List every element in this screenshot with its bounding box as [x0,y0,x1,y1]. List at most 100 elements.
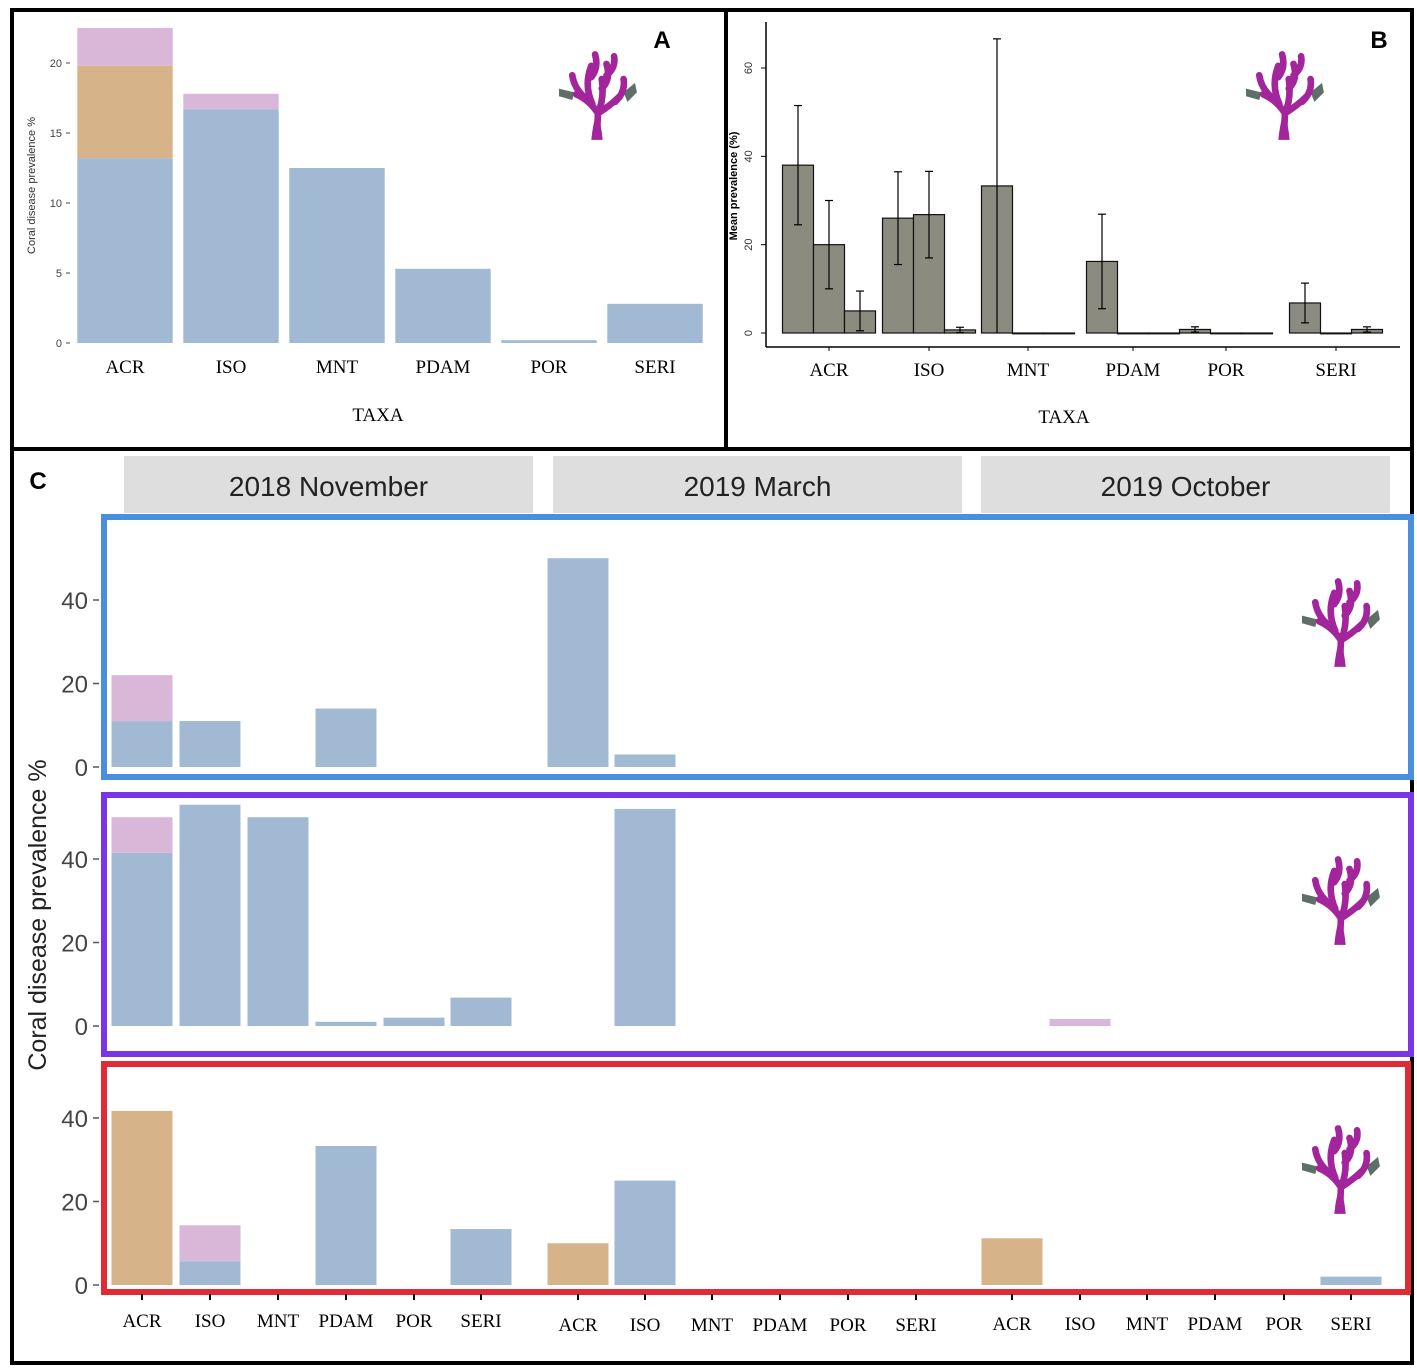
bar-blue-ISO [614,754,676,767]
coral-branches [1311,578,1371,665]
coral-leaf [1302,615,1318,627]
y-tick-label: 40 [61,847,88,874]
bar-blue-ACR [77,158,173,343]
bar-blue-MNT [247,817,309,1026]
x-tick-label: POR [396,1311,433,1332]
x-tick-label: MNT [316,357,359,378]
bar-pink-ISO [183,93,279,110]
bar-blue-ISO [183,109,279,343]
bar-MNT-2 [1011,332,1045,335]
y-axis-label: Mean prevalence (%) [728,131,740,240]
x-tick-label: SERI [460,1311,501,1332]
x-tick-label: MNT [691,1315,734,1336]
y-tick-label: 15 [50,128,62,140]
x-tick-label: POR [531,357,568,378]
x-tick-label: POR [1266,1314,1303,1335]
bar-blue-ISO [614,1180,676,1285]
bar-blue-ACR [111,721,173,767]
bar-blue-MNT [289,168,385,343]
bar-blue-SERI [607,303,703,343]
x-axis-label: TAXA [1038,407,1090,428]
bar-POR-3 [1240,332,1274,335]
coral-leaf [1302,893,1318,905]
coral-icon [1246,51,1324,140]
x-tick-label: PDAM [1188,1314,1243,1335]
bar-blue-ISO [179,1261,241,1285]
x-tick-label: MNT [1126,1314,1169,1335]
x-tick-label: MNT [1007,360,1050,381]
bar-blue-POR [383,1017,445,1026]
bar-tan-ACR [77,65,173,159]
coral-icon [1302,1125,1380,1214]
row-frame-red [101,1061,1411,1295]
coral-branches [1311,856,1371,943]
facet-strip [124,456,533,513]
facet-strip [981,456,1390,513]
bar-blue-SERI [1320,1276,1382,1285]
x-tick-label: PDAM [1106,360,1161,381]
coral-leaf [1366,1156,1380,1176]
facet-label: 2019 March [684,471,832,502]
y-tick-label: 5 [56,268,62,280]
x-tick-label: PDAM [319,1311,374,1332]
panel-label-b: B [1370,27,1387,54]
panel-a: A 0 5 10 15 20 Coral disease prevalence % ACR IS… [26,27,703,426]
bar-PDAM-2 [1116,332,1150,335]
bar-blue-SERI [450,1229,512,1285]
bar-blue-ACR [547,558,609,767]
bar-pink-ISO [179,1225,241,1262]
bar-blue-ISO [614,808,676,1026]
coral-leaf [1366,887,1380,907]
facet-strip [553,456,962,513]
y-axis-label: Coral disease prevalence % [26,117,38,254]
y-tick-label: 20 [61,672,88,699]
panel-label-c: C [29,468,46,495]
panel-label-a: A [653,27,670,54]
y-tick-label: 20 [50,58,62,70]
x-tick-label: POR [1208,360,1245,381]
x-tick-label: SERI [1330,1314,1371,1335]
bar-blue-PDAM [315,1021,377,1026]
bar-blue-PDAM [315,708,377,767]
x-tick-label: ACR [558,1315,597,1336]
x-tick-label: SERI [1315,360,1356,381]
y-tick-label: 10 [50,198,62,210]
y-tick-label: 0 [75,1273,88,1300]
facet-label: 2018 November [229,471,428,502]
coral-leaf [1302,1162,1318,1174]
x-tick-label: ACR [809,360,848,381]
coral-leaf [623,82,637,102]
bar-PDAM-3 [1147,332,1181,335]
y-tick-label: 0 [75,755,88,782]
coral-leaf [559,88,575,100]
row-frame-purple [101,792,1414,1057]
panel-c: C 2018 November 2019 March 2019 October Cora… [24,456,1414,1336]
coral-icon [1302,856,1380,945]
y-tick-label: 40 [61,588,88,615]
x-tick-label: ACR [992,1314,1031,1335]
bar-pink-ACR [111,817,173,853]
x-tick-label: POR [830,1315,867,1336]
bar-blue-ISO [179,721,241,767]
coral-icon [1302,578,1380,667]
x-tick-label: ISO [914,360,945,381]
y-tick-label: 20 [743,239,755,251]
bar-pink-ACR [77,28,173,66]
x-tick-label: ACR [105,357,144,378]
bar-blue-ISO [179,804,241,1026]
coral-branches [568,51,628,138]
coral-leaf [1310,82,1324,102]
x-tick-label: ISO [216,357,247,378]
bar-blue-ACR [111,852,173,1026]
bar-MNT-3 [1042,332,1076,335]
x-tick-label: SERI [634,357,675,378]
bar-tan-ACR [981,1238,1043,1285]
y-tick-label: 20 [61,1190,88,1217]
coral-branches [1311,1125,1371,1212]
coral-leaf [1366,609,1380,629]
row-frame-blue [101,514,1414,780]
bar-blue-SERI [450,997,512,1026]
panel-b: B 0 20 40 60 Mean prevalence (%) ACR ISO MNT PDAM… [728,22,1400,428]
y-tick-label: 40 [743,150,755,162]
bar-blue-PDAM [315,1145,377,1285]
